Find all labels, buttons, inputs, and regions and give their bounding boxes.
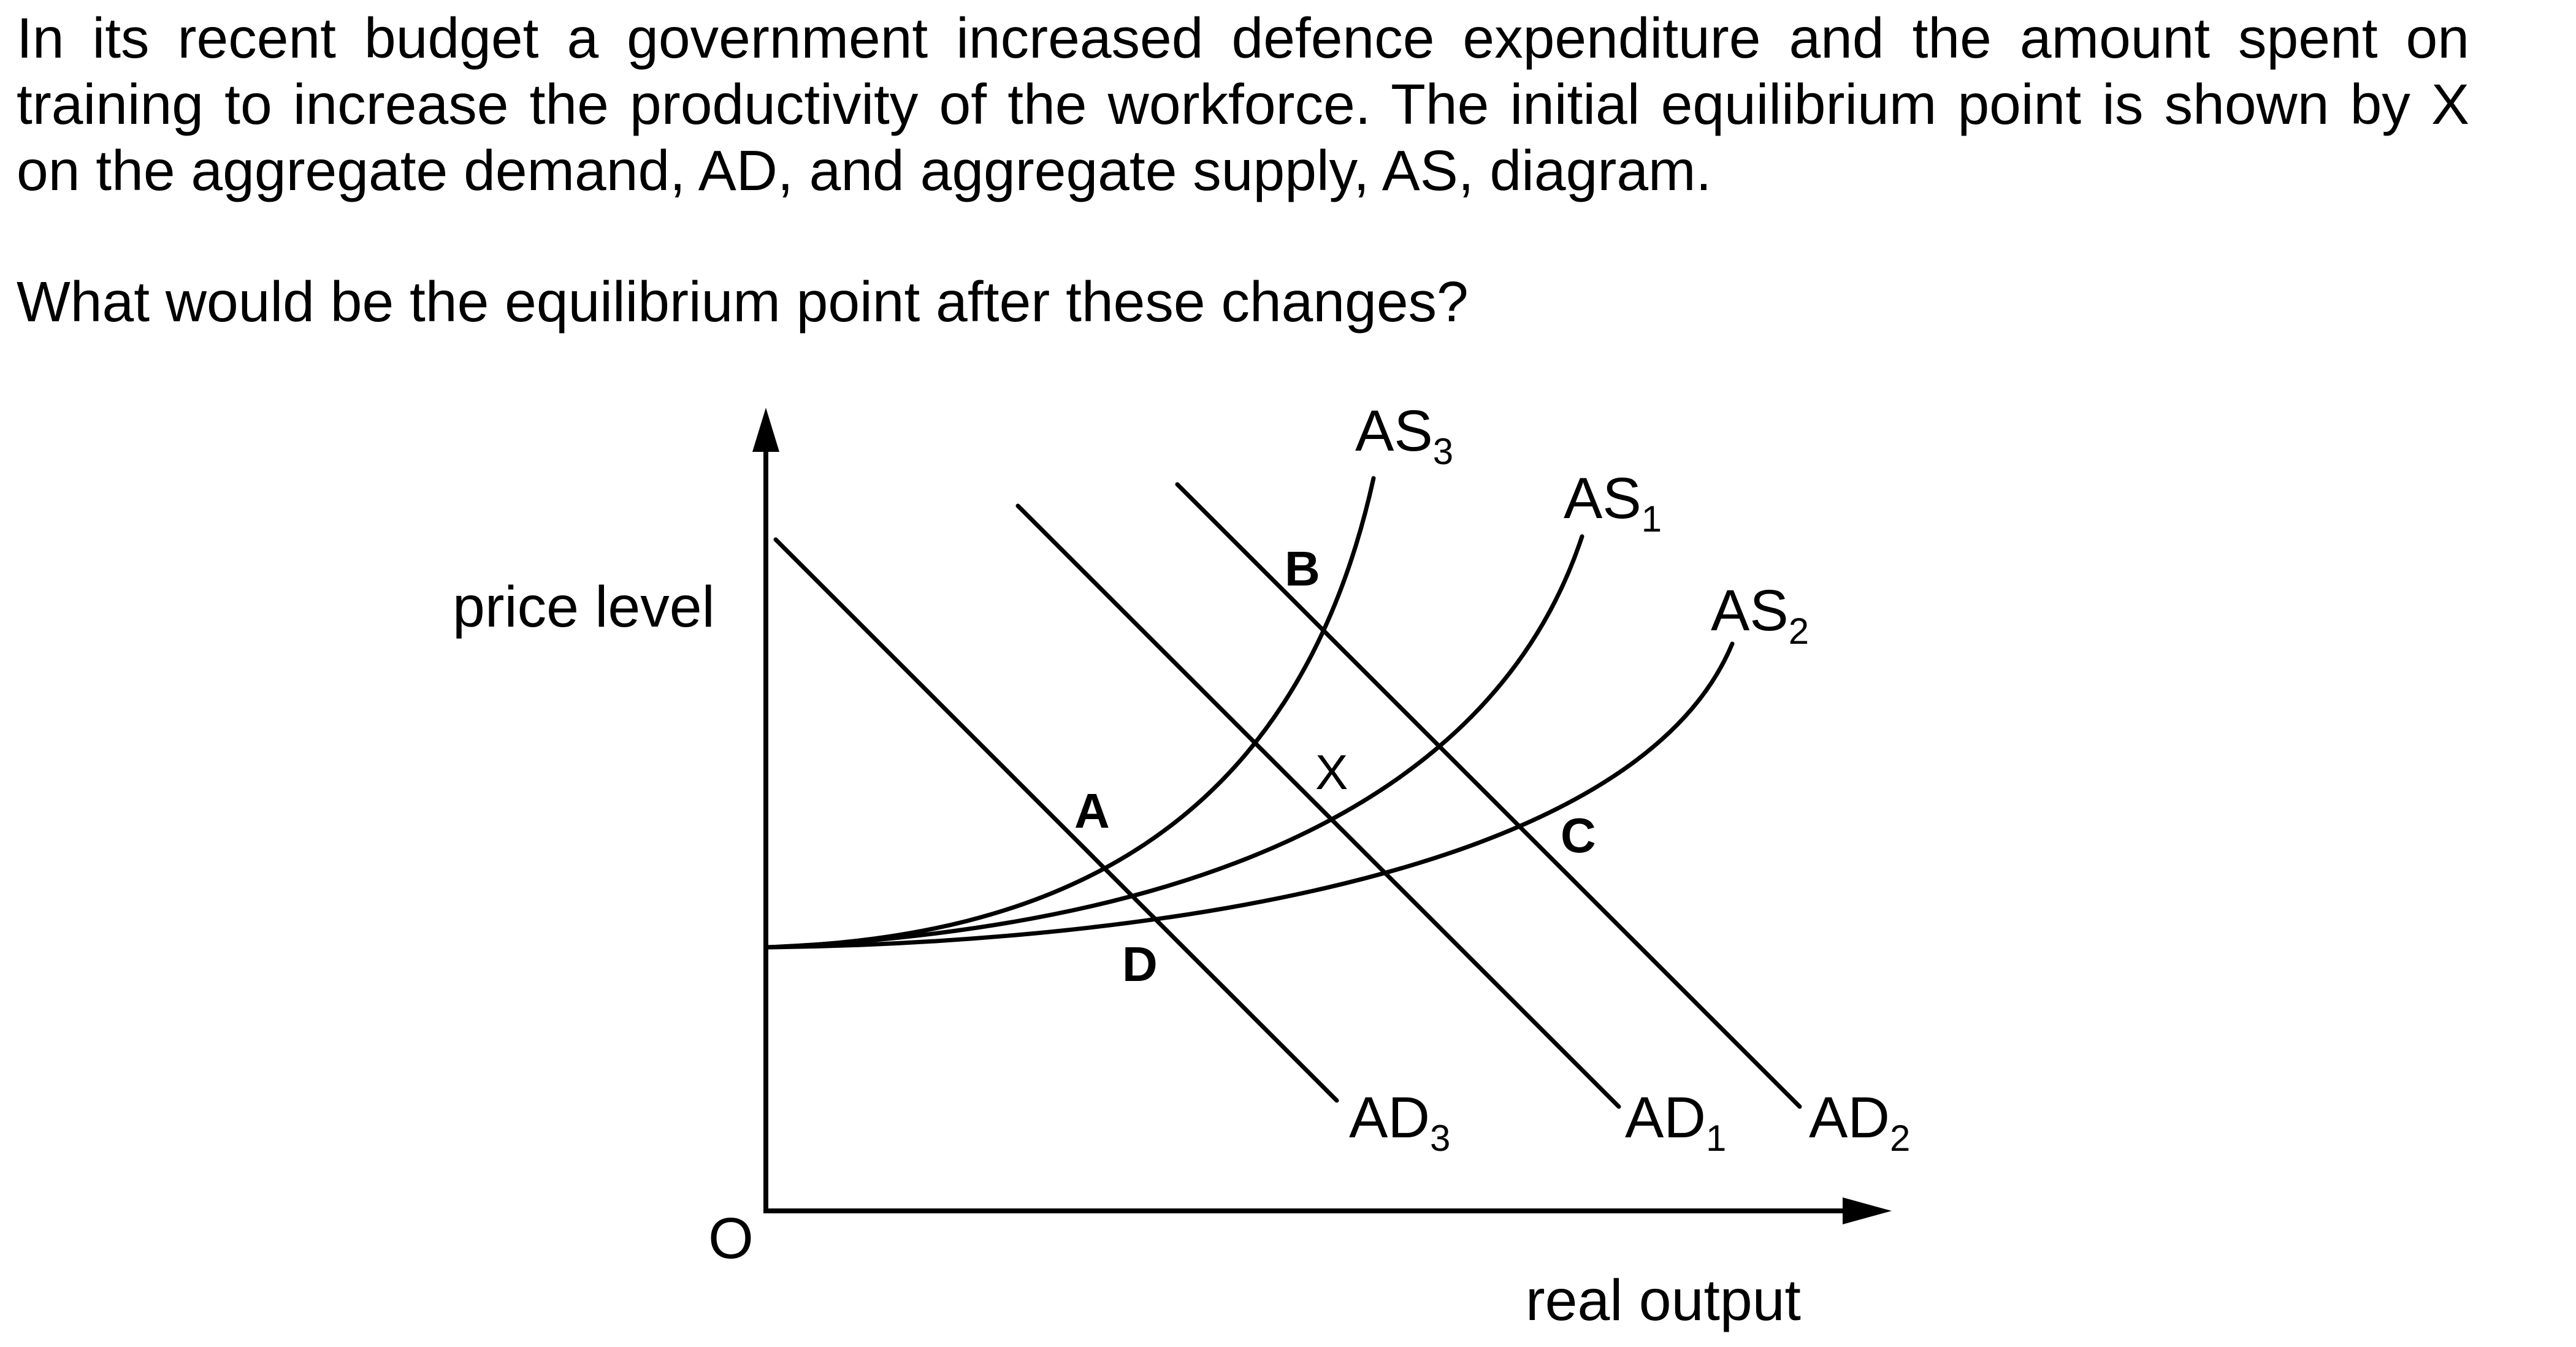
question-text: In its recent budget a government increa…	[17, 6, 2469, 202]
as3-label: AS3	[1355, 399, 1453, 472]
ad1-curve	[1015, 503, 1621, 1109]
ad1-label: AD1	[1625, 1085, 1726, 1159]
as1-curve	[765, 534, 1584, 950]
as2-label: AS2	[1711, 578, 1809, 652]
point-d-label: D	[1122, 937, 1158, 991]
ad2-curve	[1175, 482, 1802, 1109]
as3-curve	[765, 476, 1376, 950]
y-axis-label: price level	[453, 574, 715, 639]
y-axis-arrowhead	[752, 408, 779, 452]
point-c-label: C	[1561, 808, 1596, 863]
origin-label: O	[708, 1206, 754, 1271]
point-a-label: A	[1074, 784, 1110, 838]
as2-curve	[765, 641, 1735, 950]
ad3-curve	[773, 537, 1339, 1103]
point-x-label: X	[1315, 745, 1348, 799]
x-axis-arrowhead	[1843, 1197, 1892, 1224]
question-prompt: What would be the equilibrium point afte…	[17, 270, 1469, 334]
ad3-label: AD3	[1349, 1085, 1450, 1159]
x-axis-label: real output	[1526, 1268, 1801, 1333]
ad2-label: AD2	[1809, 1085, 1910, 1159]
as1-label: AS1	[1564, 466, 1662, 540]
point-b-label: B	[1285, 541, 1320, 596]
